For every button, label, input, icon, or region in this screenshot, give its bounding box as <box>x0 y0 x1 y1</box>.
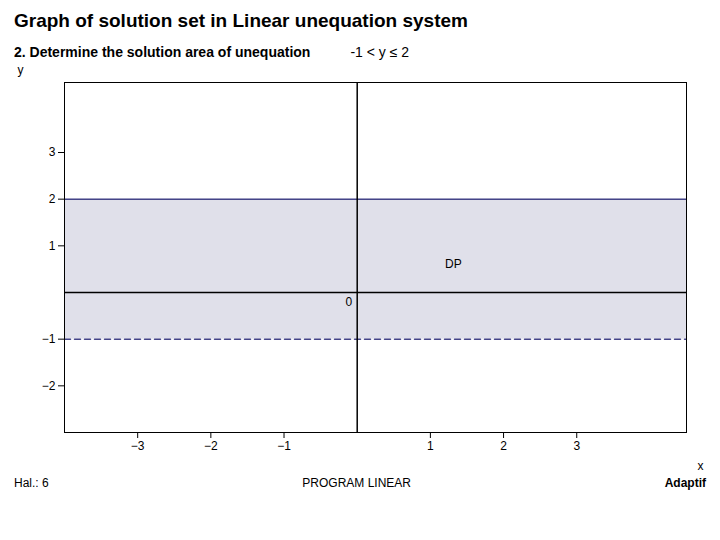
svg-text:2: 2 <box>500 439 507 453</box>
svg-text:1: 1 <box>49 239 56 253</box>
svg-text:2: 2 <box>49 192 56 206</box>
svg-text:x: x <box>698 459 704 473</box>
svg-text:DP: DP <box>445 257 462 271</box>
html-text:2. Determine the solution area: 2. Determine the solution area of unequa… <box>14 44 311 60</box>
svg-text:−2: −2 <box>42 379 56 393</box>
html-text:PROGRAM LINEAR: PROGRAM LINEAR <box>302 476 411 490</box>
html-text:Hal.: 6: Hal.: 6 <box>14 476 49 490</box>
html-text:Adaptif: Adaptif <box>664 476 706 490</box>
html-text:Graph of solution set in Linea: Graph of solution set in Linear unequati… <box>14 10 468 31</box>
svg-text:−2: −2 <box>204 439 218 453</box>
svg-text:−1: −1 <box>277 439 291 453</box>
html-text:-1 < y ≤ 2: -1 < y ≤ 2 <box>350 44 409 60</box>
svg-text:3: 3 <box>49 145 56 159</box>
svg-text:3: 3 <box>573 439 580 453</box>
svg-text:y: y <box>18 63 24 77</box>
svg-text:1: 1 <box>427 439 434 453</box>
svg-text:−3: −3 <box>131 439 145 453</box>
svg-text:−1: −1 <box>42 332 56 346</box>
svg-text:0: 0 <box>346 295 353 309</box>
